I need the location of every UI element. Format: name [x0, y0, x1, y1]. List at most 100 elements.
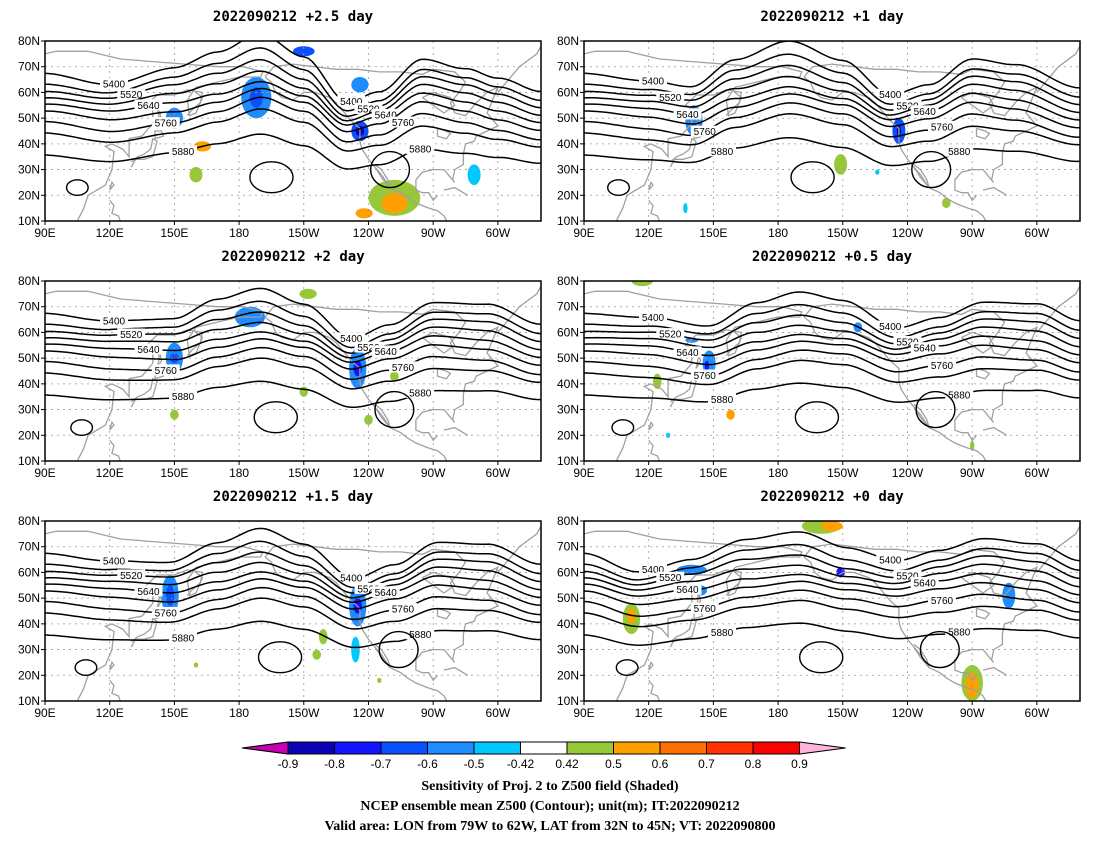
coastline-11: [648, 181, 654, 191]
colorbar-tick-label: 0.7: [698, 757, 715, 771]
z500-contour-5760: [45, 346, 541, 381]
coastline-13: [975, 127, 991, 140]
lat-tick-label: 20N: [557, 668, 579, 682]
lat-tick-label: 60N: [557, 565, 579, 579]
colorbar-tick-label: 0.9: [791, 757, 808, 771]
colorbar-tick-label: 0.6: [652, 757, 669, 771]
lat-tick-label: 80N: [557, 274, 579, 288]
lon-tick-label: 150W: [288, 466, 320, 480]
sensitivity-shade-3: [834, 154, 848, 175]
sensitivity-shade-8: [189, 167, 203, 183]
colorbar: -0.9 -0.8 -0.7 -0.6 -0.5 -0.42 0.42 0.5 0.6 0.7 0.…: [241, 741, 846, 771]
lon-tick-label: 150W: [827, 466, 859, 480]
contour-label-5760: 5760: [155, 366, 178, 377]
coastline-5: [264, 316, 448, 461]
z500-contour-5820: [584, 599, 1080, 628]
contour-label-5760: 5760: [694, 371, 717, 382]
z500-contour-5640: [45, 571, 541, 603]
coastline-1: [669, 377, 697, 408]
lat-tick-label: 20N: [18, 668, 40, 682]
closed-contour-2: [74, 659, 98, 676]
lon-tick-label: 90E: [573, 226, 594, 240]
sensitivity-shade-6: [312, 649, 322, 660]
closed-contour-0: [790, 161, 835, 194]
coastline-6: [803, 63, 1039, 202]
lon-tick-label: 120W: [892, 226, 924, 240]
sensitivity-shade-1: [821, 521, 843, 532]
sensitivity-shade-1: [170, 353, 179, 364]
lat-tick-label: 50N: [557, 111, 579, 125]
coastline-11: [648, 661, 654, 671]
z500-contour-5580: [584, 563, 1080, 591]
z500-contour-5640: [584, 572, 1080, 597]
coastline-2: [154, 130, 165, 140]
z500-contour-5760: [45, 96, 541, 143]
coastline-12: [982, 426, 1008, 436]
contour-label-5640: 5640: [914, 344, 937, 355]
closed-contour-2: [65, 179, 89, 196]
closed-contour-1: [369, 150, 411, 189]
closed-contour-2: [607, 179, 630, 196]
sensitivity-shade-7: [1002, 582, 1016, 609]
colorbar-swatch: [566, 741, 614, 755]
lat-tick-label: 10N: [18, 694, 40, 708]
lon-tick-label: 120W: [892, 706, 924, 720]
lat-tick-label: 20N: [18, 428, 40, 442]
lat-tick-label: 60N: [18, 85, 40, 99]
closed-contour-1: [919, 630, 960, 669]
coastline-10: [109, 199, 122, 221]
contour-label-5760: 5760: [392, 118, 415, 129]
lat-tick-label: 70N: [557, 60, 579, 74]
coastline-5: [803, 556, 987, 701]
coastline-5: [264, 76, 448, 221]
lon-tick-label: 90E: [34, 706, 55, 720]
lon-tick-label: 180: [229, 466, 249, 480]
lat-tick-label: 40N: [557, 617, 579, 631]
z500-contour-5700: [45, 337, 541, 370]
contour-label-5400: 5400: [103, 556, 126, 567]
z500-contour-5880: [584, 622, 1080, 646]
contour-label-5880: 5880: [409, 630, 432, 641]
panel-title-0day: 2022090212 +0 day: [760, 489, 904, 505]
map-frame: [44, 520, 542, 702]
contour-label-5760: 5760: [931, 122, 954, 133]
contour-label-5520: 5520: [659, 330, 682, 341]
lat-tick-label: 50N: [557, 591, 579, 605]
lat-tick-label: 50N: [18, 111, 40, 125]
lat-tick-label: 50N: [557, 351, 579, 365]
lat-tick-label: 30N: [18, 163, 40, 177]
lon-tick-label: 180: [768, 706, 788, 720]
z500-contour-5880: [45, 380, 541, 409]
contour-label-5520: 5520: [896, 571, 919, 582]
lon-tick-label: 90E: [573, 466, 594, 480]
contour-label-5640: 5640: [676, 348, 699, 359]
lon-tick-label: 120E: [96, 706, 124, 720]
sensitivity-shade-5: [683, 203, 688, 214]
contour-label-5520: 5520: [357, 584, 380, 595]
contour-label-5640: 5640: [676, 110, 699, 121]
contour-label-5640: 5640: [375, 347, 398, 358]
lat-tick-label: 80N: [18, 514, 40, 528]
contour-label-5640: 5640: [914, 578, 937, 589]
sensitivity-shade-5: [318, 629, 328, 645]
coastline-9: [374, 403, 391, 429]
contour-label-5880: 5880: [948, 390, 971, 401]
lat-tick-label: 70N: [18, 300, 40, 314]
lat-tick-label: 40N: [557, 137, 579, 151]
contour-label-5880: 5880: [172, 392, 195, 403]
sensitivity-shade-12: [467, 164, 481, 185]
coastline-11: [109, 181, 115, 191]
coastline-0: [45, 530, 264, 701]
closed-contour-1: [378, 630, 419, 669]
coastline-11: [648, 421, 654, 431]
lon-tick-label: 150W: [288, 706, 320, 720]
z500-contour-5700: [45, 577, 541, 610]
lat-tick-label: 70N: [557, 540, 579, 554]
colorbar-swatch: [287, 741, 335, 755]
sensitivity-shade-11: [355, 208, 373, 219]
sensitivity-shade-7: [193, 662, 199, 668]
caption-line-2: NCEP ensemble mean Z500 (Contour); unit(…: [360, 799, 739, 814]
z500-contour-5820: [584, 113, 1080, 148]
contour-label-5880: 5880: [172, 633, 195, 644]
